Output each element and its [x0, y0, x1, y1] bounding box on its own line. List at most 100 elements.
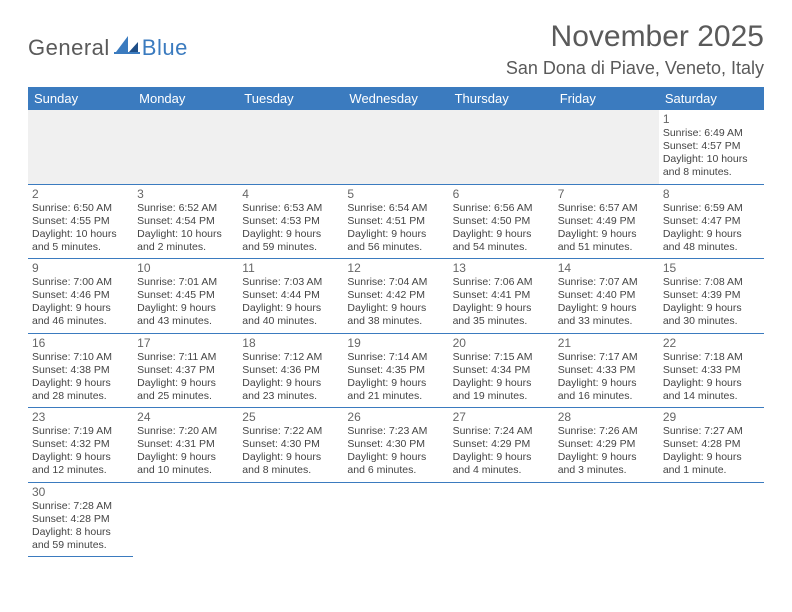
day-info: Sunrise: 6:54 AMSunset: 4:51 PMDaylight:…	[347, 202, 444, 255]
day-number: 4	[242, 187, 339, 201]
empty-cell	[554, 110, 659, 184]
day-info: Sunrise: 7:26 AMSunset: 4:29 PMDaylight:…	[558, 425, 655, 478]
day-cell: 11Sunrise: 7:03 AMSunset: 4:44 PMDayligh…	[238, 259, 343, 334]
day-number: 12	[347, 261, 444, 275]
day-cell: 19Sunrise: 7:14 AMSunset: 4:35 PMDayligh…	[343, 333, 448, 408]
empty-cell	[343, 110, 448, 184]
day-info: Sunrise: 7:22 AMSunset: 4:30 PMDaylight:…	[242, 425, 339, 478]
day-info: Sunrise: 7:11 AMSunset: 4:37 PMDaylight:…	[137, 351, 234, 404]
day-number: 28	[558, 410, 655, 424]
day-info: Sunrise: 7:00 AMSunset: 4:46 PMDaylight:…	[32, 276, 129, 329]
blank-cell	[449, 482, 554, 557]
day-cell: 23Sunrise: 7:19 AMSunset: 4:32 PMDayligh…	[28, 408, 133, 483]
day-number: 13	[453, 261, 550, 275]
day-number: 20	[453, 336, 550, 350]
empty-cell	[238, 110, 343, 184]
day-number: 24	[137, 410, 234, 424]
day-info: Sunrise: 6:53 AMSunset: 4:53 PMDaylight:…	[242, 202, 339, 255]
day-cell: 22Sunrise: 7:18 AMSunset: 4:33 PMDayligh…	[659, 333, 764, 408]
blank-cell	[659, 482, 764, 557]
day-cell: 14Sunrise: 7:07 AMSunset: 4:40 PMDayligh…	[554, 259, 659, 334]
day-cell: 26Sunrise: 7:23 AMSunset: 4:30 PMDayligh…	[343, 408, 448, 483]
day-info: Sunrise: 7:23 AMSunset: 4:30 PMDaylight:…	[347, 425, 444, 478]
day-info: Sunrise: 6:59 AMSunset: 4:47 PMDaylight:…	[663, 202, 760, 255]
day-info: Sunrise: 6:52 AMSunset: 4:54 PMDaylight:…	[137, 202, 234, 255]
day-cell: 6Sunrise: 6:56 AMSunset: 4:50 PMDaylight…	[449, 184, 554, 259]
weekday-header: Monday	[133, 87, 238, 110]
day-info: Sunrise: 6:49 AMSunset: 4:57 PMDaylight:…	[663, 127, 760, 180]
blank-cell	[554, 482, 659, 557]
day-number: 11	[242, 261, 339, 275]
blank-cell	[343, 482, 448, 557]
day-number: 2	[32, 187, 129, 201]
day-number: 9	[32, 261, 129, 275]
weekday-header: Thursday	[449, 87, 554, 110]
day-number: 26	[347, 410, 444, 424]
day-info: Sunrise: 7:28 AMSunset: 4:28 PMDaylight:…	[32, 500, 129, 553]
day-number: 23	[32, 410, 129, 424]
day-info: Sunrise: 7:15 AMSunset: 4:34 PMDaylight:…	[453, 351, 550, 404]
day-number: 18	[242, 336, 339, 350]
weekday-header: Tuesday	[238, 87, 343, 110]
day-cell: 1Sunrise: 6:49 AMSunset: 4:57 PMDaylight…	[659, 110, 764, 184]
empty-cell	[449, 110, 554, 184]
day-info: Sunrise: 7:18 AMSunset: 4:33 PMDaylight:…	[663, 351, 760, 404]
day-number: 6	[453, 187, 550, 201]
sail-icon	[114, 34, 140, 61]
logo-text-general: General	[28, 35, 110, 61]
day-cell: 27Sunrise: 7:24 AMSunset: 4:29 PMDayligh…	[449, 408, 554, 483]
day-cell: 5Sunrise: 6:54 AMSunset: 4:51 PMDaylight…	[343, 184, 448, 259]
empty-cell	[133, 110, 238, 184]
day-number: 1	[663, 112, 760, 126]
day-info: Sunrise: 7:06 AMSunset: 4:41 PMDaylight:…	[453, 276, 550, 329]
day-cell: 30Sunrise: 7:28 AMSunset: 4:28 PMDayligh…	[28, 482, 133, 557]
day-cell: 16Sunrise: 7:10 AMSunset: 4:38 PMDayligh…	[28, 333, 133, 408]
day-cell: 20Sunrise: 7:15 AMSunset: 4:34 PMDayligh…	[449, 333, 554, 408]
day-cell: 8Sunrise: 6:59 AMSunset: 4:47 PMDaylight…	[659, 184, 764, 259]
day-cell: 12Sunrise: 7:04 AMSunset: 4:42 PMDayligh…	[343, 259, 448, 334]
day-info: Sunrise: 6:57 AMSunset: 4:49 PMDaylight:…	[558, 202, 655, 255]
weekday-header: Saturday	[659, 87, 764, 110]
day-cell: 7Sunrise: 6:57 AMSunset: 4:49 PMDaylight…	[554, 184, 659, 259]
day-cell: 10Sunrise: 7:01 AMSunset: 4:45 PMDayligh…	[133, 259, 238, 334]
day-info: Sunrise: 7:20 AMSunset: 4:31 PMDaylight:…	[137, 425, 234, 478]
day-cell: 18Sunrise: 7:12 AMSunset: 4:36 PMDayligh…	[238, 333, 343, 408]
day-cell: 2Sunrise: 6:50 AMSunset: 4:55 PMDaylight…	[28, 184, 133, 259]
day-cell: 28Sunrise: 7:26 AMSunset: 4:29 PMDayligh…	[554, 408, 659, 483]
day-cell: 9Sunrise: 7:00 AMSunset: 4:46 PMDaylight…	[28, 259, 133, 334]
day-number: 10	[137, 261, 234, 275]
day-cell: 24Sunrise: 7:20 AMSunset: 4:31 PMDayligh…	[133, 408, 238, 483]
day-number: 7	[558, 187, 655, 201]
day-info: Sunrise: 7:03 AMSunset: 4:44 PMDaylight:…	[242, 276, 339, 329]
day-number: 25	[242, 410, 339, 424]
brand-logo: General Blue	[28, 34, 188, 61]
day-info: Sunrise: 6:50 AMSunset: 4:55 PMDaylight:…	[32, 202, 129, 255]
day-number: 19	[347, 336, 444, 350]
day-number: 16	[32, 336, 129, 350]
day-cell: 17Sunrise: 7:11 AMSunset: 4:37 PMDayligh…	[133, 333, 238, 408]
weekday-header: Friday	[554, 87, 659, 110]
day-info: Sunrise: 7:14 AMSunset: 4:35 PMDaylight:…	[347, 351, 444, 404]
month-title: November 2025	[506, 20, 764, 54]
day-cell: 29Sunrise: 7:27 AMSunset: 4:28 PMDayligh…	[659, 408, 764, 483]
day-number: 3	[137, 187, 234, 201]
day-number: 27	[453, 410, 550, 424]
day-number: 15	[663, 261, 760, 275]
day-info: Sunrise: 7:10 AMSunset: 4:38 PMDaylight:…	[32, 351, 129, 404]
day-info: Sunrise: 7:01 AMSunset: 4:45 PMDaylight:…	[137, 276, 234, 329]
blank-cell	[238, 482, 343, 557]
day-info: Sunrise: 7:04 AMSunset: 4:42 PMDaylight:…	[347, 276, 444, 329]
day-cell: 4Sunrise: 6:53 AMSunset: 4:53 PMDaylight…	[238, 184, 343, 259]
blank-cell	[133, 482, 238, 557]
day-cell: 21Sunrise: 7:17 AMSunset: 4:33 PMDayligh…	[554, 333, 659, 408]
day-number: 22	[663, 336, 760, 350]
calendar-table: SundayMondayTuesdayWednesdayThursdayFrid…	[28, 87, 764, 557]
day-cell: 15Sunrise: 7:08 AMSunset: 4:39 PMDayligh…	[659, 259, 764, 334]
day-cell: 3Sunrise: 6:52 AMSunset: 4:54 PMDaylight…	[133, 184, 238, 259]
day-info: Sunrise: 7:17 AMSunset: 4:33 PMDaylight:…	[558, 351, 655, 404]
day-number: 29	[663, 410, 760, 424]
day-number: 17	[137, 336, 234, 350]
day-cell: 25Sunrise: 7:22 AMSunset: 4:30 PMDayligh…	[238, 408, 343, 483]
day-info: Sunrise: 7:19 AMSunset: 4:32 PMDaylight:…	[32, 425, 129, 478]
day-number: 21	[558, 336, 655, 350]
